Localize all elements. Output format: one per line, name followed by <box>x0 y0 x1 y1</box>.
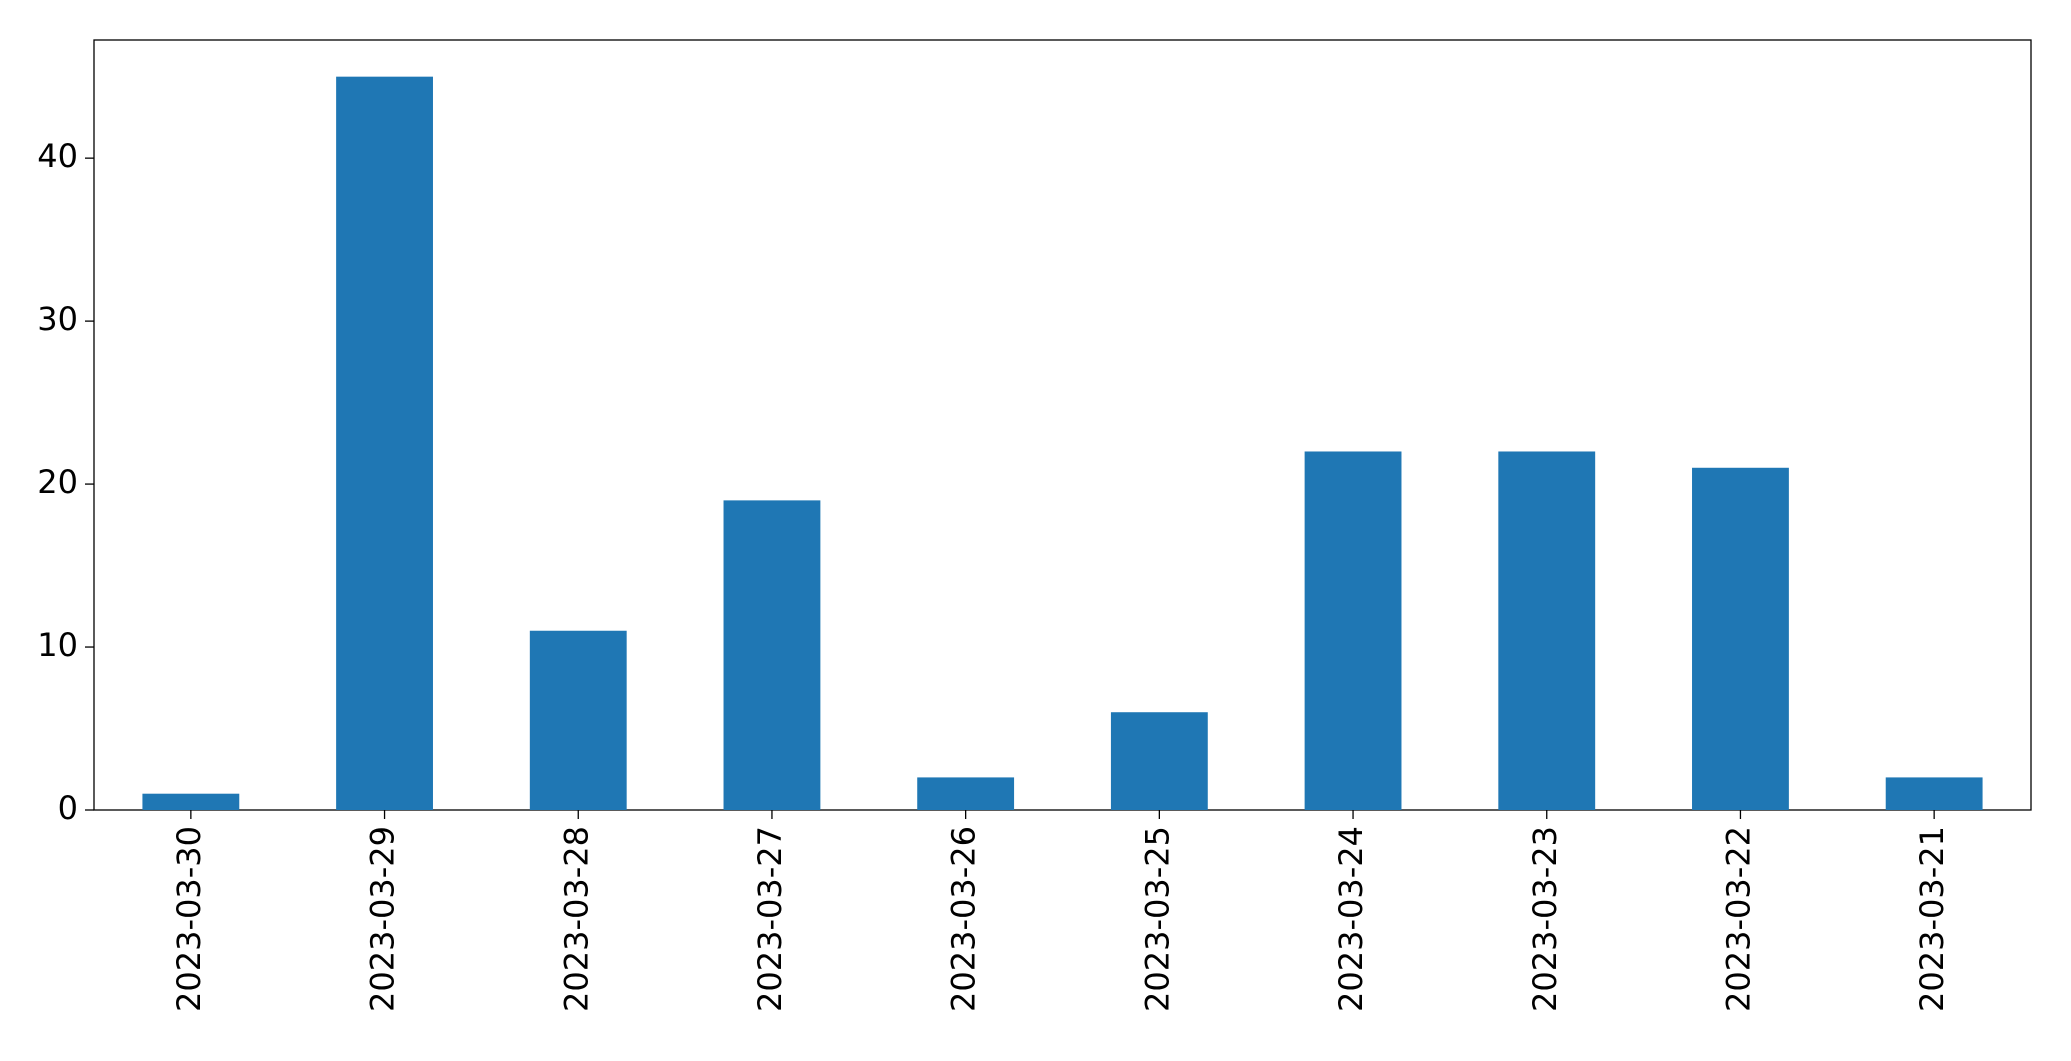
bar <box>529 630 627 810</box>
bar <box>1885 777 1983 810</box>
y-tick-label: 0 <box>58 789 78 827</box>
bar <box>1498 451 1596 810</box>
x-tick-label: 2023-03-29 <box>364 826 402 1012</box>
x-tick-label: 2023-03-30 <box>170 826 208 1012</box>
bar <box>917 777 1015 810</box>
x-tick-label: 2023-03-27 <box>751 826 789 1012</box>
bar <box>723 500 821 810</box>
bar <box>1304 451 1402 810</box>
y-tick-label: 20 <box>37 463 78 501</box>
y-tick-label: 40 <box>37 137 78 175</box>
x-tick-label: 2023-03-25 <box>1138 826 1176 1012</box>
bar <box>1692 467 1789 810</box>
x-tick-label: 2023-03-22 <box>1719 826 1757 1012</box>
x-tick-label: 2023-03-26 <box>945 826 983 1012</box>
x-tick-label: 2023-03-21 <box>1913 826 1951 1012</box>
axes-frame <box>93 39 2032 811</box>
y-tick-label: 30 <box>37 300 78 338</box>
bar <box>142 793 240 810</box>
bar <box>336 76 433 810</box>
bar <box>1110 712 1208 810</box>
x-tick-label: 2023-03-28 <box>557 826 595 1012</box>
y-tick-label: 10 <box>37 626 78 664</box>
x-tick-label: 2023-03-24 <box>1332 826 1370 1012</box>
x-tick-label: 2023-03-23 <box>1526 826 1564 1012</box>
